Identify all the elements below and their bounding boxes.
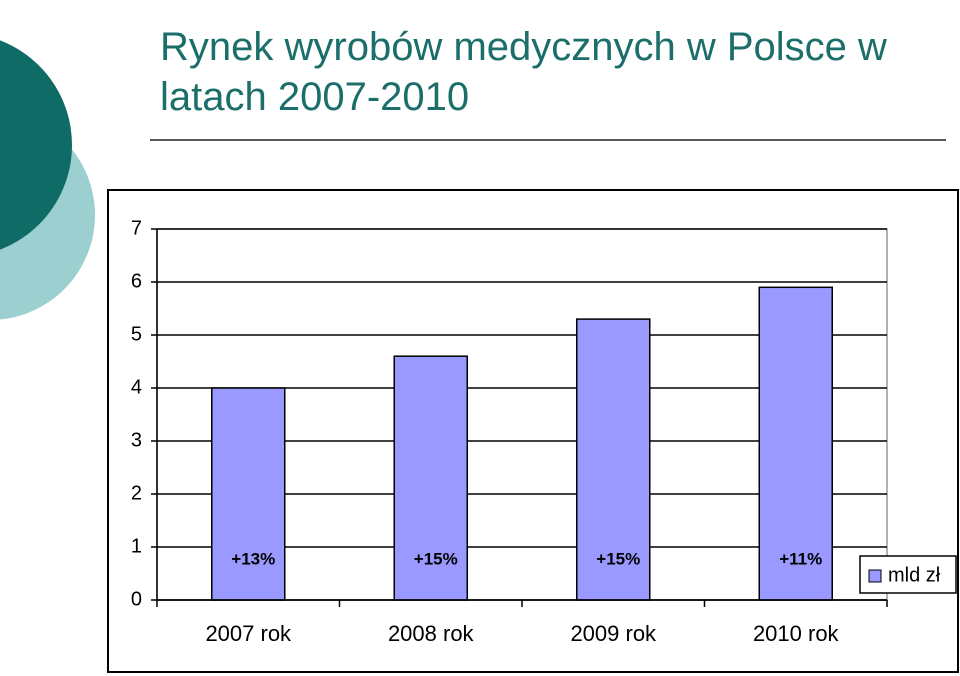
bar bbox=[393, 355, 468, 601]
chart-title: Rynek wyrobów medycznych w Polsce w lata… bbox=[160, 25, 887, 119]
x-tick-label: 2008 rok bbox=[388, 621, 475, 646]
x-tick-label: 2007 rok bbox=[205, 621, 292, 646]
x-tick-label: 2010 rok bbox=[753, 621, 840, 646]
bar bbox=[576, 318, 651, 601]
legend-label: mld zł bbox=[888, 564, 941, 586]
y-tick-label: 6 bbox=[131, 270, 142, 292]
y-tick-label: 1 bbox=[131, 535, 142, 557]
y-tick-label: 0 bbox=[131, 588, 142, 610]
annotation: +15% bbox=[596, 549, 640, 568]
y-tick-label: 5 bbox=[131, 323, 142, 345]
legend-swatch bbox=[868, 569, 882, 583]
annotation: +15% bbox=[414, 549, 458, 568]
y-tick-label: 7 bbox=[131, 217, 142, 239]
annotation: +11% bbox=[779, 549, 822, 568]
y-tick-label: 2 bbox=[131, 482, 142, 504]
y-tick-label: 3 bbox=[131, 429, 142, 451]
decor-circle bbox=[0, 40, 72, 250]
x-tick-label: 2009 rok bbox=[570, 621, 657, 646]
y-tick-label: 4 bbox=[131, 376, 142, 398]
annotation: +13% bbox=[231, 549, 275, 568]
bar bbox=[758, 286, 833, 601]
